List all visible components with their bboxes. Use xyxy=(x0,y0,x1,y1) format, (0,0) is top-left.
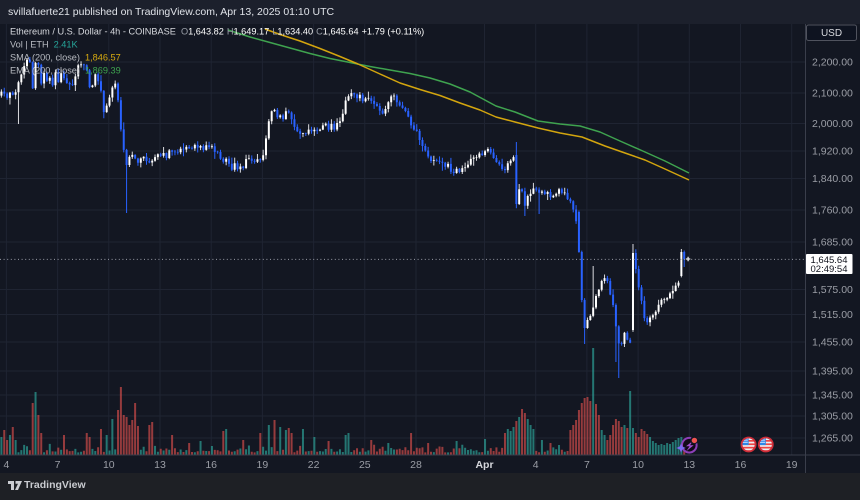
svg-text:2,100.00: 2,100.00 xyxy=(812,88,853,100)
svg-text:1,645.64: 1,645.64 xyxy=(811,255,848,266)
svg-text:1,760.00: 1,760.00 xyxy=(812,205,853,217)
svg-text:13: 13 xyxy=(683,459,695,471)
svg-text:4: 4 xyxy=(3,459,9,471)
svg-text:2,000.00: 2,000.00 xyxy=(812,118,853,130)
svg-text:1,305.00: 1,305.00 xyxy=(812,411,853,423)
svg-text:13: 13 xyxy=(154,459,166,471)
svg-text:16: 16 xyxy=(205,459,217,471)
svg-text:1,345.00: 1,345.00 xyxy=(812,390,853,402)
svg-text:22: 22 xyxy=(308,459,320,471)
svg-text:19: 19 xyxy=(786,459,798,471)
svg-text:1,515.00: 1,515.00 xyxy=(812,309,853,321)
svg-text:10: 10 xyxy=(103,459,115,471)
svg-text:Apr: Apr xyxy=(475,459,493,471)
svg-text:1,455.00: 1,455.00 xyxy=(812,337,853,349)
svg-text:16: 16 xyxy=(735,459,747,471)
svg-text:SMA (200, close)1,846.57: SMA (200, close) 1,846.57 xyxy=(10,53,121,63)
svg-text:4: 4 xyxy=(533,459,539,471)
svg-text:28: 28 xyxy=(410,459,422,471)
svg-text:USD: USD xyxy=(821,28,842,39)
svg-text:1,395.00: 1,395.00 xyxy=(812,366,853,378)
svg-text:1,840.00: 1,840.00 xyxy=(812,173,853,185)
svg-text:1,575.00: 1,575.00 xyxy=(812,284,853,296)
svg-text:Ethereum / U.S. Dollar - 4h -: Ethereum / U.S. Dollar - 4h - COINBASE O1… xyxy=(10,27,424,37)
svg-text:7: 7 xyxy=(584,459,590,471)
svg-text:1,265.00: 1,265.00 xyxy=(812,433,853,445)
svg-text:1,920.00: 1,920.00 xyxy=(812,146,853,158)
svg-text:25: 25 xyxy=(359,459,371,471)
svg-text:1,685.00: 1,685.00 xyxy=(812,237,853,249)
svg-text:02:49:54: 02:49:54 xyxy=(811,264,848,275)
svg-text:19: 19 xyxy=(257,459,269,471)
svg-text:2,200.00: 2,200.00 xyxy=(812,57,853,69)
svg-text:10: 10 xyxy=(632,459,644,471)
svg-text:7: 7 xyxy=(55,459,61,471)
svg-text:EMA (200, close)1,869.39: EMA (200, close) 1,869.39 xyxy=(10,66,121,76)
